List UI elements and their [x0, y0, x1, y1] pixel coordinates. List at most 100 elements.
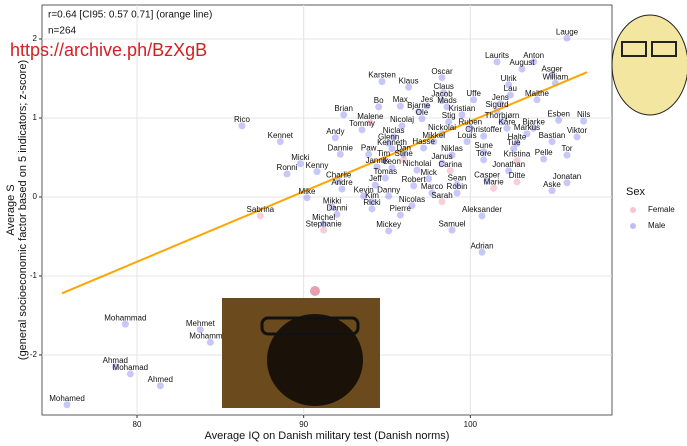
point — [438, 198, 446, 206]
point-label: Casper — [474, 170, 500, 179]
point-label: Ulrik — [501, 74, 518, 83]
point — [478, 248, 486, 256]
point-label: Mick — [420, 168, 437, 177]
annotation: r=0.64 [CI95: 0.57 0.71] (orange line) — [48, 10, 212, 21]
point — [555, 116, 563, 124]
point — [548, 138, 556, 146]
x-tick-label: 90 — [299, 420, 308, 429]
legend-label: Male — [648, 221, 666, 230]
point-label: Jannik — [365, 156, 389, 165]
point-label: Mohamed — [49, 394, 85, 403]
point-label: Mikkel — [422, 131, 445, 140]
point-label: Malthe — [525, 89, 550, 98]
point — [378, 78, 386, 86]
point-label: Mikki — [323, 196, 341, 205]
point-label: Brian — [334, 104, 353, 113]
points — [63, 34, 588, 409]
point — [480, 156, 488, 164]
point — [548, 187, 556, 195]
point — [480, 132, 488, 140]
point-label: Nicolaj — [390, 115, 414, 124]
point-label: Lauge — [556, 27, 579, 36]
point — [506, 91, 514, 99]
annotation: n=264 — [48, 26, 77, 37]
point — [453, 180, 461, 188]
point-label: Glenn — [378, 132, 399, 141]
point — [320, 226, 328, 234]
point — [371, 181, 379, 189]
point — [425, 175, 433, 183]
point — [365, 150, 373, 158]
point-label: Kenny — [306, 161, 329, 170]
point — [385, 139, 393, 147]
point-label: Tor — [561, 144, 572, 153]
point-label: Klaus — [399, 76, 419, 85]
point-label: William — [542, 72, 568, 81]
point — [496, 100, 504, 108]
point-label: Bastian — [539, 131, 566, 140]
point-label: Bo — [374, 96, 384, 105]
point-label: Sune — [474, 141, 493, 150]
point-label: Mohammed — [189, 331, 231, 340]
point-label: Paw — [361, 143, 377, 152]
point — [533, 96, 541, 104]
x-tick-label: 100 — [464, 420, 478, 429]
point-label: Nickolai — [428, 123, 456, 132]
point — [335, 177, 343, 185]
point — [463, 138, 471, 146]
point-label: Oscar — [431, 67, 453, 76]
point — [388, 164, 396, 172]
point-label: Michel — [312, 213, 335, 222]
point-label: Thorbjørn — [485, 111, 520, 120]
point-label: Tomas — [374, 167, 398, 176]
legend: Female Male — [630, 205, 675, 230]
point — [480, 148, 488, 156]
point — [333, 210, 341, 218]
point — [358, 126, 366, 134]
point — [373, 163, 381, 171]
point — [388, 145, 396, 153]
point — [458, 111, 466, 119]
point-label: Danny — [377, 185, 400, 194]
y-tick-label: 1 — [33, 113, 38, 122]
point-label: Andre — [331, 178, 353, 187]
point — [360, 192, 368, 200]
point — [540, 155, 548, 163]
point — [513, 178, 521, 186]
point-label: Jes — [421, 95, 433, 104]
point-label: Marco — [421, 182, 444, 191]
point-label: Carina — [439, 160, 463, 169]
point-label: Tue — [507, 138, 521, 147]
point — [505, 167, 513, 175]
meme-glasses — [651, 41, 677, 57]
point-label: Sabrina — [247, 205, 275, 214]
point-label: Leon — [383, 157, 401, 166]
point-label: Tim — [377, 149, 390, 158]
point — [440, 89, 448, 97]
meme-hat — [310, 286, 320, 296]
y-axis-label: Average S — [5, 184, 17, 235]
point-label: Samuel — [438, 219, 465, 228]
point — [530, 124, 538, 132]
point-label: Mike — [299, 187, 316, 196]
point — [121, 320, 129, 328]
source-url: https://archive.ph/BzXgB — [10, 40, 207, 60]
point — [408, 202, 416, 210]
point — [523, 130, 531, 138]
point-label: Sigurd — [485, 100, 508, 109]
point — [398, 122, 406, 130]
point — [548, 71, 556, 79]
point-label: Niclas — [383, 126, 405, 135]
point-label: Nicolas — [399, 195, 425, 204]
point — [505, 81, 513, 89]
point — [428, 189, 436, 197]
point — [423, 102, 431, 110]
point — [563, 34, 571, 42]
y-tick-label: 0 — [33, 192, 38, 201]
point — [418, 115, 426, 123]
point — [513, 157, 521, 165]
point-label: Charlie — [326, 170, 352, 179]
point-label: Nils — [577, 110, 590, 119]
point-label: Nicholai — [403, 159, 432, 168]
point-label: Mohamad — [113, 363, 149, 372]
